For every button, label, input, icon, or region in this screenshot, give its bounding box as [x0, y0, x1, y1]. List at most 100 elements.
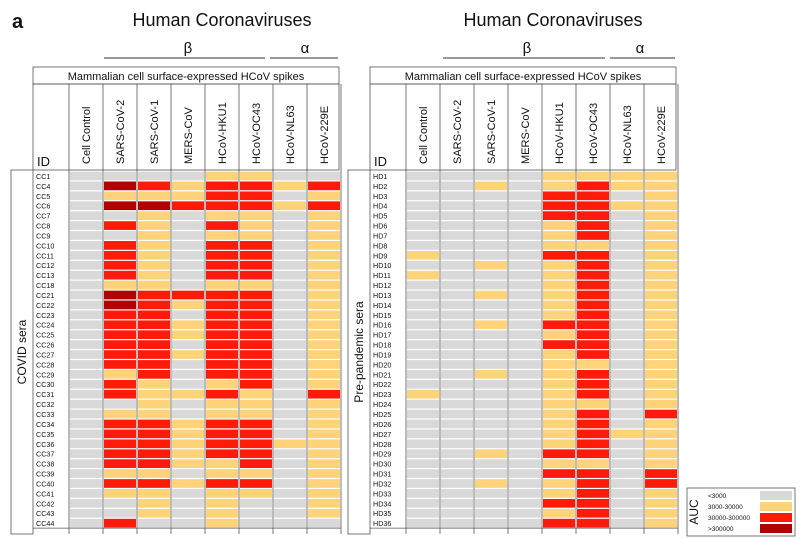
heatmap-cell [240, 360, 272, 369]
heatmap-cell [441, 409, 473, 419]
heatmap-cell [104, 171, 136, 181]
heatmap-cell [240, 320, 272, 330]
heatmap-cell [475, 399, 507, 409]
heatmap-cell [645, 409, 677, 419]
heatmap-cell [611, 280, 643, 290]
heatmap-cell [577, 340, 609, 349]
heatmap-cell [274, 171, 306, 181]
heatmap-cell [172, 270, 204, 280]
heatmap-cell [577, 479, 609, 488]
heatmap-cell [172, 389, 204, 399]
heatmap-cell [577, 518, 609, 528]
heatmap-cell [274, 270, 306, 280]
heatmap-cell [240, 250, 272, 260]
heatmap-cell [475, 221, 507, 230]
heatmap-cell [645, 340, 677, 349]
column-label: Cell Control [418, 107, 430, 164]
heatmap-cell [274, 459, 306, 468]
row-label: CC23 [36, 311, 54, 320]
heatmap-cell [308, 370, 340, 379]
heatmap-cell [645, 260, 677, 270]
heatmap-cell [441, 350, 473, 359]
heatmap-cell [645, 518, 677, 528]
heatmap-cell [577, 201, 609, 211]
heatmap-cell [206, 379, 238, 389]
heatmap-cell [441, 469, 473, 478]
row-label: HD28 [373, 440, 391, 449]
heatmap-cell [138, 201, 170, 211]
row-label: CC22 [36, 301, 54, 310]
row-label: HD4 [373, 202, 387, 211]
heatmap-cell [104, 419, 136, 429]
row-label: CC12 [36, 261, 54, 270]
heatmap-cell [543, 201, 575, 211]
row-label: HD20 [373, 360, 391, 369]
heatmap-cell [645, 300, 677, 310]
heatmap-cell [138, 221, 170, 230]
heatmap-cell [206, 290, 238, 300]
row-label: HD8 [373, 241, 387, 250]
heatmap-cell [308, 439, 340, 449]
heatmap-cell [240, 260, 272, 270]
heatmap-cell [441, 399, 473, 409]
heatmap-cell [645, 270, 677, 280]
heatmap-cell [138, 439, 170, 449]
heatmap-cell [308, 379, 340, 389]
heatmap-cell [543, 280, 575, 290]
heatmap-cell [172, 439, 204, 449]
heatmap-cell [138, 181, 170, 191]
heatmap-cell [441, 498, 473, 508]
heatmap-cell [240, 241, 272, 250]
heatmap-cell [172, 379, 204, 389]
heatmap-cell [138, 171, 170, 181]
heatmap-cell [407, 211, 439, 220]
heatmap-cell [240, 290, 272, 300]
heatmap-cell [577, 241, 609, 250]
heatmap-cell [441, 270, 473, 280]
row-label: CC25 [36, 331, 54, 340]
column-label: SARS-CoV-1 [149, 100, 161, 164]
heatmap-cell [475, 290, 507, 300]
heatmap-cell [407, 419, 439, 429]
heatmap-cell [543, 191, 575, 201]
heatmap-cell [509, 389, 541, 399]
heatmap-cell [104, 350, 136, 359]
column-label: HCoV-OC43 [251, 103, 263, 164]
heatmap-cell [407, 191, 439, 201]
heatmap-cell [645, 419, 677, 429]
heatmap-cell [240, 270, 272, 280]
heatmap-cell [308, 310, 340, 320]
heatmap-cell [407, 350, 439, 359]
heatmap-cell [104, 330, 136, 340]
heatmap-cell [611, 350, 643, 359]
heatmap-cell [172, 469, 204, 478]
heatmap-cell [104, 191, 136, 201]
row-label: CC30 [36, 380, 54, 389]
heatmap-cell [240, 409, 272, 419]
heatmap-cell [509, 489, 541, 498]
heatmap-cell [577, 469, 609, 478]
row-label: HD3 [373, 192, 387, 201]
heatmap-cell [475, 419, 507, 429]
heatmap-cell [274, 399, 306, 409]
heatmap-cell [407, 370, 439, 379]
heatmap-cell [172, 310, 204, 320]
heatmap-cell [475, 191, 507, 201]
heatmap-cell [274, 320, 306, 330]
heatmap-cell [70, 231, 102, 240]
heatmap-cell [509, 479, 541, 488]
heatmap-cell [274, 260, 306, 270]
heatmap-cell [104, 270, 136, 280]
heatmap-cell [104, 409, 136, 419]
heatmap-cell [138, 300, 170, 310]
heatmap-cell [70, 459, 102, 468]
row-label: CC40 [36, 479, 54, 488]
id-header: ID [37, 154, 50, 169]
column-labels: Cell Control SARS-CoV-2 SARS-CoV-1 MERS-CoV… [418, 100, 668, 164]
heatmap-cell [441, 211, 473, 220]
heatmap-cell [611, 399, 643, 409]
heatmap-cell [70, 389, 102, 399]
heatmap-cell [577, 250, 609, 260]
row-label: HD18 [373, 341, 391, 350]
heatmap-cell [441, 221, 473, 230]
